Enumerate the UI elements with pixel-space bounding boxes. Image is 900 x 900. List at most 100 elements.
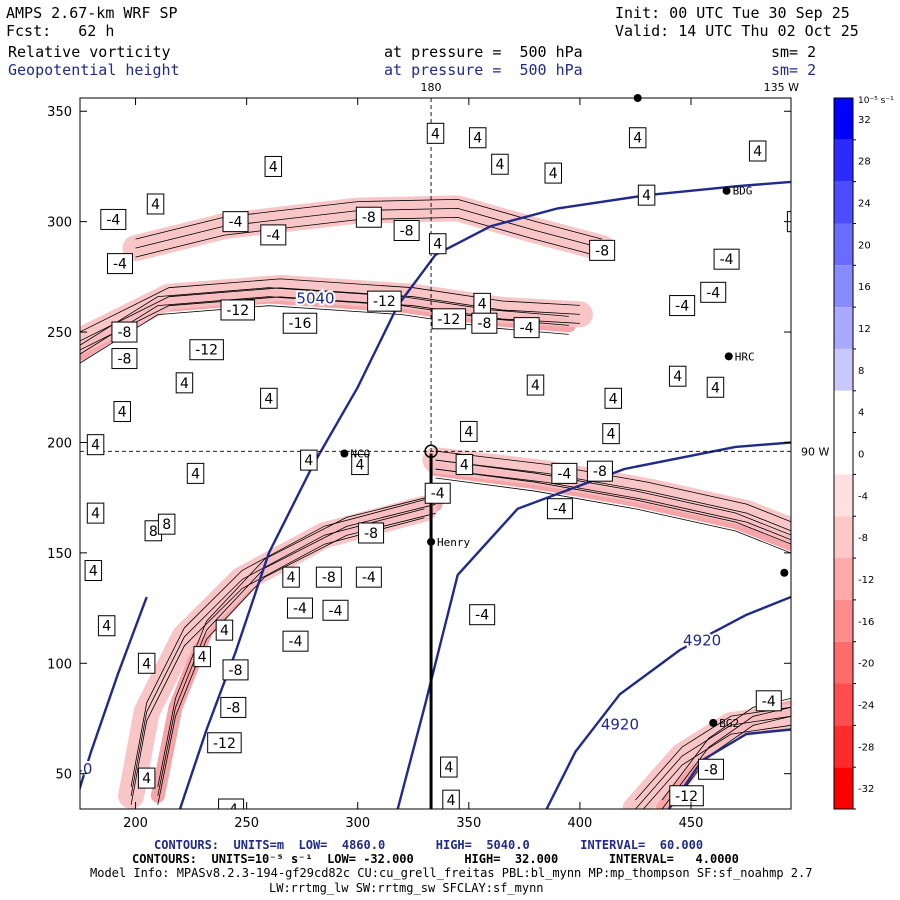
contour-label-box <box>175 372 194 394</box>
contour-label-text: 4 <box>151 197 160 213</box>
colorbar-label: -8 <box>858 533 868 544</box>
contour-label-text: 8 <box>149 524 158 540</box>
vorticity-contour-label: 4 <box>460 420 478 442</box>
contour-label-text: 4 <box>89 564 98 580</box>
x-tick-label: 300 <box>345 816 370 831</box>
contour-label-text: -4 <box>106 212 120 228</box>
vorticity-contour-label: 4 <box>137 767 156 789</box>
x-tick-label: 250 <box>234 816 259 831</box>
contour-label-text: -8 <box>477 316 491 332</box>
vorticity-contour-label: 4 <box>491 153 509 175</box>
colorbar-label: -4 <box>858 491 868 502</box>
vorticity-contour-label: 4 <box>602 423 620 445</box>
contour-label-text: 4 <box>269 159 278 175</box>
vorticity-contour-label: -4 <box>713 248 740 270</box>
contour-label-text: -4 <box>229 215 243 231</box>
vorticity-contour-label: 4 <box>526 374 545 396</box>
station-marker <box>724 352 733 361</box>
contour-label-box <box>604 387 622 409</box>
contour-label-text: 4 <box>220 623 229 639</box>
vorticity-contour-label: -4 <box>700 281 727 303</box>
vorticity-contour-label: -16 <box>282 312 318 334</box>
contour-label-text: 4 <box>460 458 469 474</box>
vorticity-contour-line <box>435 459 791 532</box>
contour-label-text: -12 <box>373 294 396 310</box>
station-marker <box>427 537 436 546</box>
colorbar-segment <box>834 223 853 266</box>
contour-label-box <box>713 248 740 270</box>
station-marker <box>709 718 718 727</box>
colorbar-segment <box>834 181 853 224</box>
grid-label-90w: 90 W <box>801 445 829 458</box>
contour-label-text: 4 <box>753 144 762 160</box>
contour-label-text: 4 <box>91 506 100 522</box>
contour-label-text: -8 <box>593 464 607 480</box>
contour-label-box <box>215 619 234 641</box>
vorticity-contour-label: -8 <box>315 566 342 588</box>
vorticity-contour-label: 4 <box>86 434 105 456</box>
vorticity-contour-label: 4 <box>455 454 474 476</box>
vorticity-contour-label: 4 <box>175 372 194 394</box>
field2-smooth: sm= 2 <box>771 61 817 79</box>
station-label: BDG <box>733 185 753 198</box>
contour-label-text: 4 <box>287 570 296 586</box>
vorticity-contour-line <box>642 724 791 809</box>
grid-label-180: 180 <box>421 81 442 94</box>
contour-label-box <box>669 295 696 317</box>
contour-label-text: 4 <box>478 296 487 312</box>
station-marker <box>780 568 789 577</box>
contour-label-box <box>260 224 287 246</box>
contour-label-box <box>628 127 647 149</box>
colorbar-segment <box>834 641 853 684</box>
field1-level: at pressure = 500 hPa <box>384 43 583 61</box>
vorticity-contour-label: -12 <box>367 290 402 312</box>
height-contour-label: 5040 <box>296 289 334 307</box>
contour-label-text: -8 <box>704 762 718 778</box>
contour-label-box <box>106 253 133 275</box>
contour-label-text: -8 <box>226 700 240 716</box>
contour-label-box <box>471 312 498 334</box>
contour-label-box <box>193 646 211 668</box>
contour-label-box <box>426 122 445 144</box>
station-marker <box>722 186 731 195</box>
colorbar-segment <box>834 98 853 140</box>
station-marker <box>340 449 349 458</box>
contour-label-box <box>264 155 283 177</box>
grid-label-135w: 135 W <box>764 81 799 94</box>
vorticity-contour-line <box>80 287 569 346</box>
contour-label-box <box>97 615 116 637</box>
contour-label-text: 4 <box>142 656 151 672</box>
field1-smooth: sm= 2 <box>771 43 817 61</box>
contour-label-box <box>282 566 300 588</box>
vorticity-contour-label: -8 <box>220 696 247 718</box>
model-info: Model Info: MPASv8.2.3-194-gf29cd82c CU:… <box>90 866 813 880</box>
contour-label-text: 4 <box>142 771 151 787</box>
contour-label-text: 4 <box>609 391 618 407</box>
contour-label-text: 4 <box>102 619 111 635</box>
contour-label-box <box>668 365 687 387</box>
contour-label-box <box>469 604 496 626</box>
contour-label-text: -12 <box>213 736 236 752</box>
contour-label-box <box>468 127 487 149</box>
colorbar-label: 16 <box>858 282 871 293</box>
contour-label-box <box>113 401 131 423</box>
colorbar-label: -32 <box>858 784 874 795</box>
x-tick-label: 400 <box>568 816 593 831</box>
station-label: BG2 <box>719 717 739 730</box>
contour-label-box <box>137 767 156 789</box>
height-contour-label: 4920 <box>683 632 721 650</box>
vorticity-contour-label: 4 <box>428 233 447 255</box>
y-tick-label: 350 <box>47 105 72 120</box>
contour-label-text: 4 <box>464 424 473 440</box>
contour-label-text: 4 <box>444 760 453 776</box>
vorticity-contour-label: -8 <box>358 522 385 544</box>
vorticity-contour-label: -12 <box>220 299 256 321</box>
vorticity-contour-line <box>135 198 603 240</box>
colorbar-segment <box>834 599 853 642</box>
colorbar-segment <box>834 139 853 182</box>
x-tick-label: 200 <box>123 816 148 831</box>
colorbar-label: -20 <box>858 659 874 670</box>
vorticity-contour-line <box>661 707 791 809</box>
vorticity-contour-label: -12 <box>189 339 224 361</box>
vorticity-contour-line <box>80 296 569 355</box>
